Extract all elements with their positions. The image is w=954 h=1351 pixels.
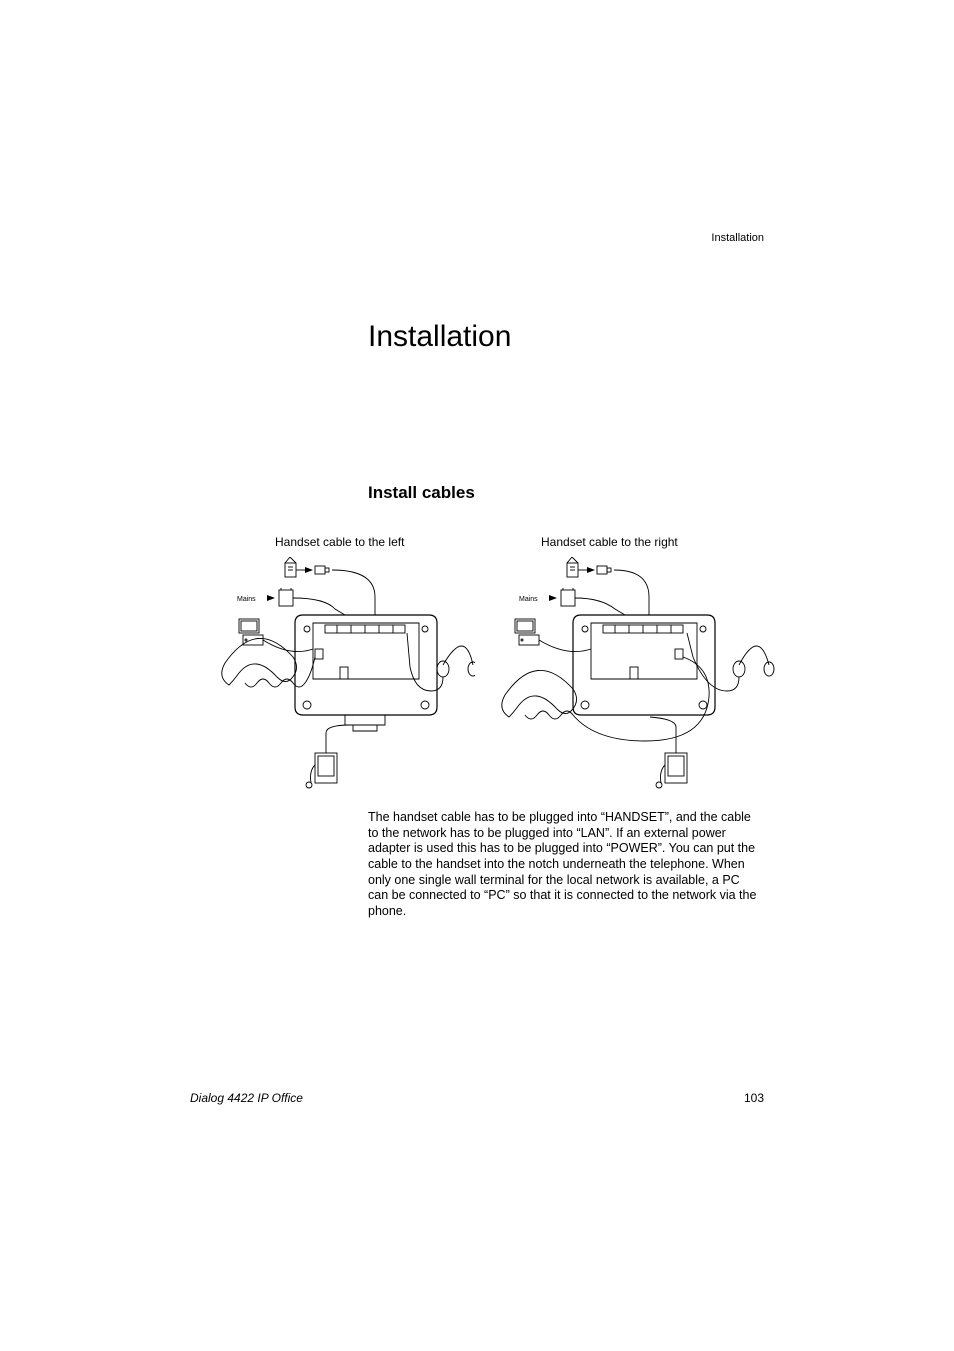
phone-base-icon	[573, 615, 715, 715]
footer-product-name: Dialog 4422 IP Office	[190, 1091, 303, 1105]
mains-label: Mains	[237, 596, 256, 603]
pc-icon	[515, 619, 539, 645]
diagram-handset-right: Mains	[475, 557, 775, 792]
pc-icon	[239, 619, 263, 645]
mains-label: Mains	[519, 596, 538, 603]
wall-jack-icon	[285, 557, 296, 577]
option-unit-icon	[306, 753, 337, 788]
figure-caption-right: Handset cable to the right	[541, 535, 678, 549]
option-unit-icon	[656, 753, 687, 788]
handset-icon	[502, 670, 577, 717]
chapter-title: Installation	[368, 320, 511, 354]
manual-page: Installation Installation Install cables…	[0, 0, 954, 1351]
install-cables-figure: Handset cable to the left Handset cable …	[185, 535, 769, 795]
figure-caption-left: Handset cable to the left	[275, 535, 404, 549]
diagram-handset-left: Mains	[185, 557, 475, 792]
wall-jack-icon	[567, 557, 578, 577]
body-paragraph: The handset cable has to be plugged into…	[368, 810, 763, 919]
page-number: 103	[744, 1091, 764, 1105]
section-title: Install cables	[368, 483, 475, 503]
running-header: Installation	[711, 232, 764, 244]
headset-icon	[727, 646, 774, 691]
phone-base-icon	[295, 615, 437, 731]
